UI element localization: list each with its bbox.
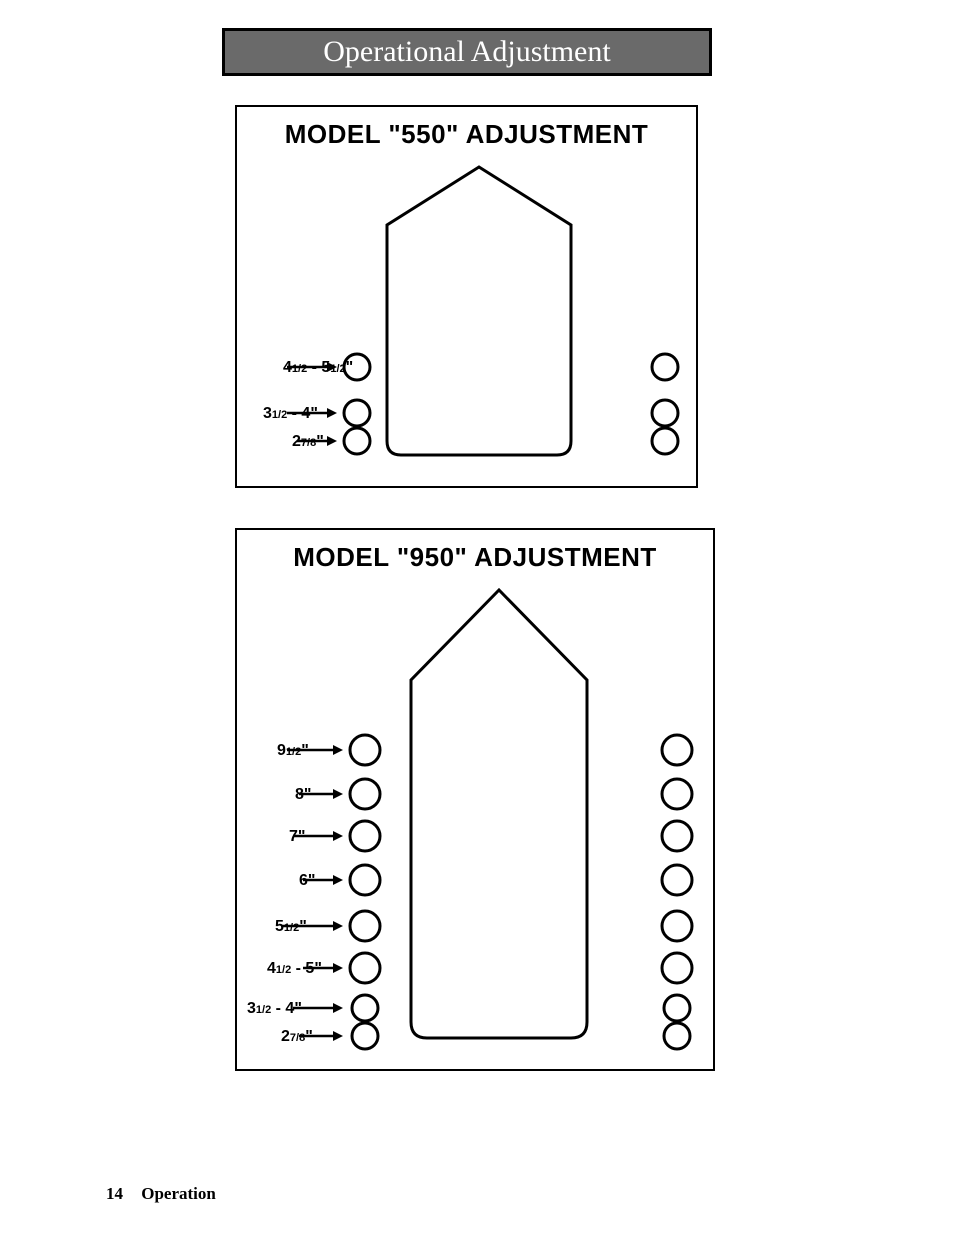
- section-name: Operation: [141, 1184, 216, 1203]
- page-header-bar: Operational Adjustment: [222, 28, 712, 76]
- diagram-950-svg: 91/2"8"7"6"51/2"41/2 - 5"31/2 - 4"27/8": [237, 530, 717, 1073]
- page-footer: 14 Operation: [106, 1184, 216, 1204]
- diagram-550-svg: 41/2 - 51/2"31/2 - 4"27/8": [237, 107, 700, 490]
- diagram-950-box: MODEL "950" ADJUSTMENT 91/2"8"7"6"51/2"4…: [235, 528, 715, 1071]
- page-header-title: Operational Adjustment: [323, 35, 610, 69]
- page-number: 14: [106, 1184, 123, 1203]
- diagram-550-box: MODEL "550" ADJUSTMENT 41/2 - 51/2"31/2 …: [235, 105, 698, 488]
